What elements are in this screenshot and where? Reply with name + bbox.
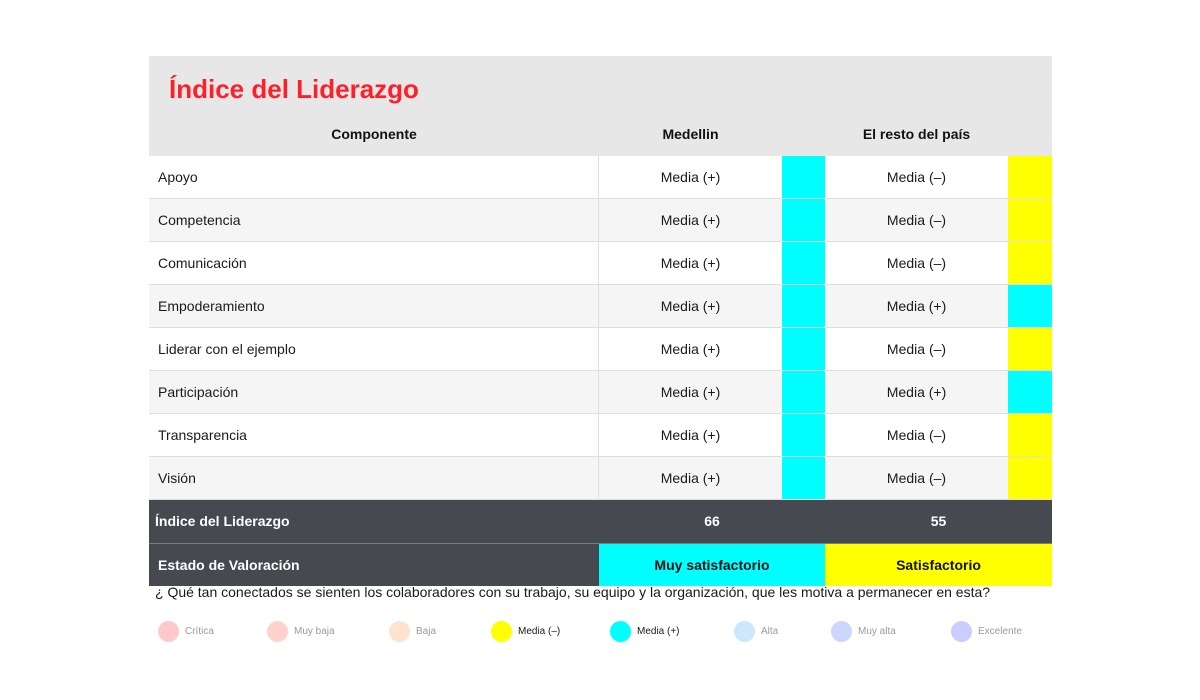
component-name: Liderar con el ejemplo xyxy=(149,328,599,370)
pais-rating: Media (–) xyxy=(886,341,947,357)
legend-swatch xyxy=(610,621,631,642)
table-row: Participación Media (+) Media (+) xyxy=(149,371,1052,414)
table-row: Liderar con el ejemplo Media (+) Media (–) xyxy=(149,328,1052,371)
chart-title: Índice del Liderazgo xyxy=(169,74,419,104)
column-header-componente: Componente xyxy=(331,126,417,142)
legend-item: Media (+) xyxy=(610,621,680,642)
legend-item: Muy alta xyxy=(831,621,896,642)
table-body: Apoyo Media (+) Media (–) Competencia Media … xyxy=(149,156,1052,500)
pais-color-swatch xyxy=(1008,199,1052,241)
column-header-medellin: Medellin xyxy=(662,126,719,142)
medellin-color-swatch xyxy=(782,371,825,413)
medellin-rating: Media (+) xyxy=(660,341,721,357)
legend-item: Muy baja xyxy=(267,621,335,642)
index-label: Índice del Liderazgo xyxy=(155,513,290,529)
pais-rating: Media (–) xyxy=(886,470,947,486)
medellin-rating: Media (+) xyxy=(660,470,721,486)
pais-color-swatch xyxy=(1008,285,1052,327)
status-value-pais: Satisfactorio xyxy=(825,544,1052,586)
legend-label: Media (+) xyxy=(637,626,680,637)
legend: Crítica Muy baja Baja Media (–) Media (+) Alt… xyxy=(158,621,1038,643)
medellin-rating: Media (+) xyxy=(660,255,721,271)
table-row: Transparencia Media (+) Media (–) xyxy=(149,414,1052,457)
pais-color-swatch xyxy=(1008,156,1052,198)
medellin-rating: Media (+) xyxy=(660,169,721,185)
table-header: Índice del Liderazgo Componente Medellin… xyxy=(149,56,1052,156)
table-row: Empoderamiento Media (+) Media (+) xyxy=(149,285,1052,328)
legend-swatch xyxy=(491,621,512,642)
index-value-medellin: 66 xyxy=(704,513,720,529)
medellin-rating: Media (+) xyxy=(660,298,721,314)
column-header-pais: El resto del país xyxy=(862,126,971,142)
medellin-color-swatch xyxy=(782,414,825,456)
pais-rating: Media (+) xyxy=(886,384,947,400)
legend-label: Muy alta xyxy=(858,626,896,637)
legend-swatch xyxy=(951,621,972,642)
component-name: Empoderamiento xyxy=(149,285,599,327)
pais-rating: Media (–) xyxy=(886,169,947,185)
medellin-color-swatch xyxy=(782,328,825,370)
medellin-color-swatch xyxy=(782,457,825,499)
status-label: Estado de Valoración xyxy=(149,544,599,586)
legend-swatch xyxy=(389,621,410,642)
legend-item: Media (–) xyxy=(491,621,560,642)
table-row: Comunicación Media (+) Media (–) xyxy=(149,242,1052,285)
legend-item: Excelente xyxy=(951,621,1022,642)
pais-rating: Media (–) xyxy=(886,255,947,271)
pais-rating: Media (–) xyxy=(886,212,947,228)
pais-rating: Media (–) xyxy=(886,427,947,443)
component-name: Participación xyxy=(149,371,599,413)
medellin-rating: Media (+) xyxy=(660,212,721,228)
component-name: Visión xyxy=(149,457,599,499)
pais-color-swatch xyxy=(1008,242,1052,284)
component-name: Comunicación xyxy=(149,242,599,284)
pais-rating: Media (+) xyxy=(886,298,947,314)
table-row: Competencia Media (+) Media (–) xyxy=(149,199,1052,242)
pais-color-swatch xyxy=(1008,457,1052,499)
legend-swatch xyxy=(158,621,179,642)
legend-label: Media (–) xyxy=(518,626,561,637)
legend-swatch xyxy=(267,621,288,642)
component-name: Competencia xyxy=(149,199,599,241)
table-row: Apoyo Media (+) Media (–) xyxy=(149,156,1052,199)
legend-item: Crítica xyxy=(158,621,214,642)
status-row: Estado de Valoración Muy satisfactorio S… xyxy=(149,544,1052,586)
index-row: Índice del Liderazgo 66 55 xyxy=(149,500,1052,544)
index-value-pais: 55 xyxy=(930,513,947,529)
medellin-rating: Media (+) xyxy=(660,384,721,400)
legend-label: Baja xyxy=(416,626,437,637)
legend-item: Baja xyxy=(389,621,436,642)
leadership-index-table: Índice del Liderazgo Componente Medellin… xyxy=(149,56,1052,586)
legend-item: Alta xyxy=(734,621,778,642)
legend-label: Alta xyxy=(761,626,779,637)
medellin-color-swatch xyxy=(782,285,825,327)
medellin-color-swatch xyxy=(782,199,825,241)
status-value-medellin: Muy satisfactorio xyxy=(599,544,825,586)
legend-label: Crítica xyxy=(185,626,214,637)
pais-color-swatch xyxy=(1008,371,1052,413)
medellin-color-swatch xyxy=(782,156,825,198)
component-name: Transparencia xyxy=(149,414,599,456)
table-row: Visión Media (+) Media (–) xyxy=(149,457,1052,500)
pais-color-swatch xyxy=(1008,328,1052,370)
medellin-rating: Media (+) xyxy=(660,427,721,443)
question-text: ¿ Qué tan conectados se sienten los cola… xyxy=(155,584,991,600)
legend-label: Muy baja xyxy=(294,626,335,637)
legend-label: Excelente xyxy=(978,626,1022,637)
component-name: Apoyo xyxy=(149,156,599,198)
pais-color-swatch xyxy=(1008,414,1052,456)
legend-swatch xyxy=(734,621,755,642)
medellin-color-swatch xyxy=(782,242,825,284)
legend-swatch xyxy=(831,621,852,642)
